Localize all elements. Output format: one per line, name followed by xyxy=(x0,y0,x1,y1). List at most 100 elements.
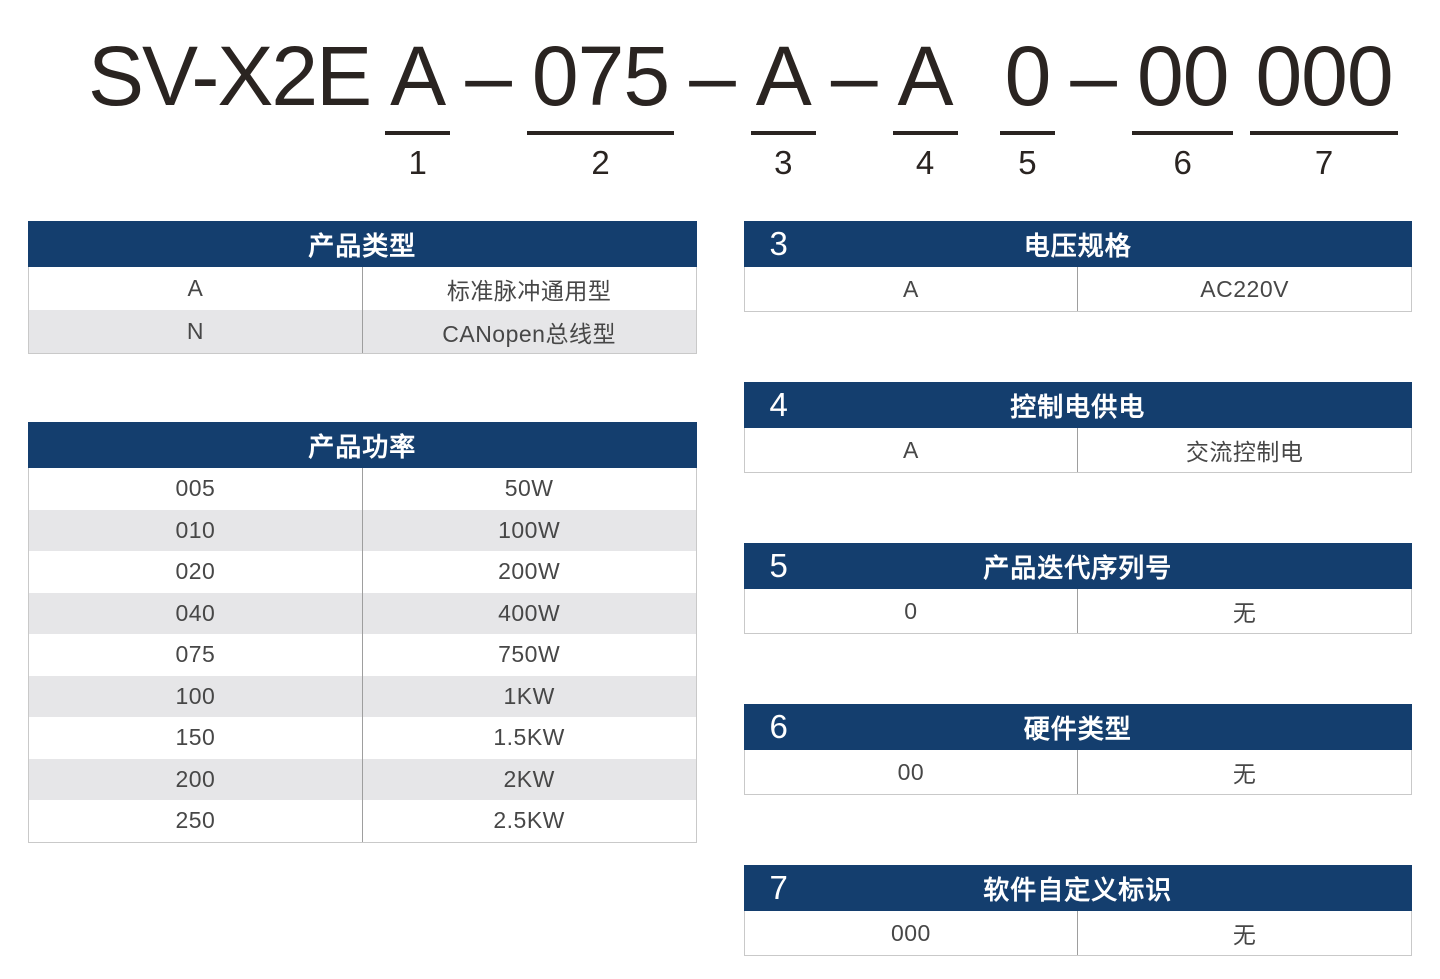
segment-underline xyxy=(1132,131,1234,135)
table-row: 075 750W xyxy=(29,634,696,676)
dash-separator: – xyxy=(830,29,878,123)
table-row: 0 无 xyxy=(744,589,1411,633)
table-row: N CANopen总线型 xyxy=(29,310,696,353)
segment-number: 4 xyxy=(915,144,935,181)
segment-underline xyxy=(526,131,675,135)
code-cell: N xyxy=(186,318,204,344)
segment-underline xyxy=(892,131,958,135)
segment-value: 0 xyxy=(1004,29,1052,123)
code-cell: A xyxy=(187,275,204,301)
table-body: 000 无 xyxy=(743,911,1412,956)
dash-separator: – xyxy=(465,29,512,123)
table-control-power: 4 控制电供电 A 交流控制电 xyxy=(743,382,1412,473)
code-cell: 000 xyxy=(890,919,931,946)
table-title: 电压规格 xyxy=(1023,230,1132,261)
code-cell: 0 xyxy=(904,597,918,624)
table-product-power: 产品功率 005 50W 010 100W 020 200W xyxy=(28,422,697,843)
code-cell: A xyxy=(902,275,919,302)
segment-number: 7 xyxy=(1314,144,1334,181)
desc-cell: 2KW xyxy=(361,758,696,800)
code-cell: 200 xyxy=(175,765,216,792)
table-row: 005 50W xyxy=(29,468,696,510)
right-column: 3 电压规格 A AC220V 4 控制电供电 A xyxy=(743,221,1412,956)
table-body: A AC220V xyxy=(743,267,1412,312)
model-segment-5: 0 5 xyxy=(999,29,1056,181)
left-column: 产品类型 A 标准脉冲通用型 N CANopen总线型 产品功率 xyxy=(28,221,697,956)
code-cell: A xyxy=(902,436,919,463)
code-cell: 005 xyxy=(175,475,216,502)
table-header: 6 硬件类型 xyxy=(743,704,1412,750)
table-body: 005 50W 010 100W 020 200W 040 400W xyxy=(28,468,697,843)
code-cell: 040 xyxy=(175,599,216,626)
dash-separator: – xyxy=(689,29,736,123)
table-title: 产品迭代序列号 xyxy=(983,552,1173,583)
code-cell: 010 xyxy=(175,516,216,543)
model-prefix: SV-X2E xyxy=(88,29,372,123)
table-row: A 标准脉冲通用型 xyxy=(29,267,696,310)
table-row: A AC220V xyxy=(744,267,1411,311)
table-row: 010 100W xyxy=(29,509,696,551)
table-header: 3 电压规格 xyxy=(743,221,1412,267)
nomenclature-page: SV-X2E A 1 – 075 2 – A 3 – A 4 0 5 xyxy=(0,34,1440,979)
desc-cell: 标准脉冲通用型 xyxy=(361,267,696,310)
table-voltage-spec: 3 电压规格 A AC220V xyxy=(743,221,1412,312)
model-segment-4: A 4 xyxy=(892,34,958,181)
table-body: 00 无 xyxy=(743,750,1412,795)
desc-cell: 交流控制电 xyxy=(1077,428,1411,472)
segment-underline xyxy=(999,131,1056,135)
segment-value: 075 xyxy=(531,29,670,123)
table-row: 020 200W xyxy=(29,551,696,593)
table-number: 5 xyxy=(769,547,788,584)
table-title: 产品类型 xyxy=(308,230,417,261)
segment-underline xyxy=(385,131,451,135)
model-segment-7: 000 7 xyxy=(1250,34,1398,181)
segment-value: A xyxy=(755,29,812,123)
table-row: A 交流控制电 xyxy=(744,428,1411,472)
table-row: 040 400W xyxy=(29,592,696,634)
segment-underline xyxy=(1250,131,1398,135)
table-title: 软件自定义标识 xyxy=(983,874,1173,905)
table-title: 硬件类型 xyxy=(1023,713,1132,744)
table-iteration-serial: 5 产品迭代序列号 0 无 xyxy=(743,543,1412,634)
code-cell: 020 xyxy=(175,558,216,585)
model-segment-3: A 3 xyxy=(750,29,816,181)
desc-cell: 100W xyxy=(361,509,696,551)
table-software-id: 7 软件自定义标识 000 无 xyxy=(743,865,1412,956)
tables-area: 产品类型 A 标准脉冲通用型 N CANopen总线型 产品功率 xyxy=(28,221,1412,956)
code-cell: 250 xyxy=(175,807,216,834)
table-number: 3 xyxy=(769,225,788,262)
table-number: 6 xyxy=(769,708,788,745)
table-hardware-type: 6 硬件类型 00 无 xyxy=(743,704,1412,795)
code-cell: 075 xyxy=(175,641,216,668)
model-code: SV-X2E A 1 – 075 2 – A 3 – A 4 0 5 xyxy=(88,34,1440,179)
desc-cell: 2.5KW xyxy=(361,800,696,842)
table-body: A 标准脉冲通用型 N CANopen总线型 xyxy=(28,267,697,354)
desc-cell: 无 xyxy=(1077,589,1411,633)
table-row: 100 1KW xyxy=(29,675,696,717)
table-header: 产品类型 xyxy=(28,221,697,267)
table-row: 250 2.5KW xyxy=(29,800,696,842)
desc-cell: 无 xyxy=(1077,911,1411,955)
model-segment-2: 075 2 xyxy=(526,29,675,181)
model-segment-6: 00 6 xyxy=(1132,29,1234,179)
table-number: 7 xyxy=(769,869,788,906)
desc-cell: 1.5KW xyxy=(361,717,696,759)
table-row: 000 无 xyxy=(744,911,1411,955)
segment-value: 00 xyxy=(1137,29,1229,123)
segment-underline xyxy=(750,131,816,135)
table-body: A 交流控制电 xyxy=(743,428,1412,473)
table-row: 00 无 xyxy=(744,750,1411,794)
table-title: 产品功率 xyxy=(308,431,417,462)
desc-cell: 1KW xyxy=(361,675,696,717)
desc-cell: CANopen总线型 xyxy=(361,310,696,353)
segment-number: 2 xyxy=(591,144,610,181)
segment-number: 1 xyxy=(408,144,427,181)
segment-number: 5 xyxy=(1018,144,1037,181)
table-body: 0 无 xyxy=(743,589,1412,634)
segment-number: 3 xyxy=(774,144,793,181)
desc-cell: 750W xyxy=(361,634,696,676)
table-header: 产品功率 xyxy=(28,422,697,468)
dash-separator: – xyxy=(1070,29,1118,123)
code-cell: 100 xyxy=(175,682,216,709)
desc-cell: 400W xyxy=(361,592,696,634)
